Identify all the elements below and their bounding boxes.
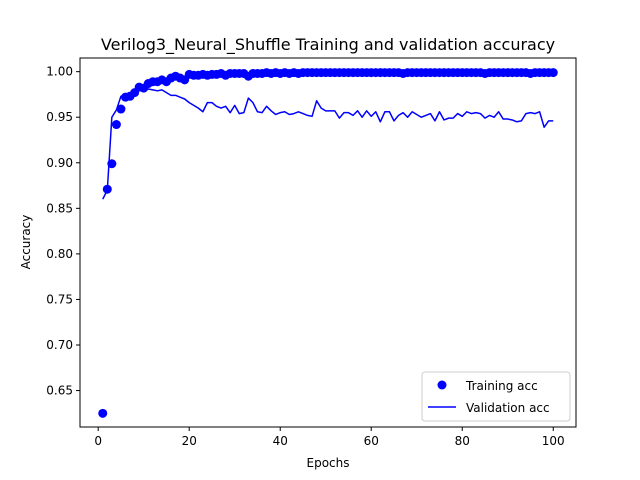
x-tick-label: 20 bbox=[182, 434, 197, 448]
y-tick-label: 0.95 bbox=[46, 110, 73, 124]
y-tick-label: 1.00 bbox=[46, 65, 73, 79]
legend-label-training: Training acc bbox=[465, 379, 538, 393]
training-acc-point bbox=[98, 408, 108, 418]
y-tick-label: 0.90 bbox=[46, 156, 73, 170]
x-tick-label: 80 bbox=[455, 434, 470, 448]
series-layer bbox=[98, 68, 558, 418]
y-tick-label: 0.65 bbox=[46, 384, 73, 398]
x-tick-label: 60 bbox=[364, 434, 379, 448]
training-acc-point bbox=[107, 159, 117, 169]
x-axis-label: Epochs bbox=[307, 456, 350, 470]
y-tick-label: 0.85 bbox=[46, 201, 73, 215]
y-tick-label: 0.80 bbox=[46, 247, 73, 261]
legend-box bbox=[421, 371, 571, 422]
plot-frame bbox=[79, 57, 577, 428]
validation-acc-line bbox=[102, 88, 554, 200]
training-acc-point bbox=[548, 68, 558, 78]
chart-title: Verilog3_Neural_Shuffle Training and val… bbox=[101, 35, 555, 55]
training-acc-point bbox=[111, 120, 121, 130]
y-axis-label: Accuracy bbox=[19, 215, 33, 270]
x-tick-label: 100 bbox=[542, 434, 565, 448]
legend: Training acc Validation acc bbox=[421, 371, 571, 422]
x-tick-label: 0 bbox=[94, 434, 102, 448]
legend-marker-training bbox=[437, 380, 447, 390]
x-tick-label: 40 bbox=[273, 434, 288, 448]
y-tick-label: 0.70 bbox=[46, 338, 73, 352]
training-acc-point bbox=[116, 104, 126, 114]
y-tick-label: 0.75 bbox=[46, 292, 73, 306]
y-axis: 0.65 0.70 0.75 0.80 0.85 0.90 0.95 1.00 bbox=[46, 65, 80, 398]
training-acc-point bbox=[102, 184, 112, 194]
legend-label-validation: Validation acc bbox=[466, 401, 550, 415]
x-axis: 0 20 40 60 80 100 bbox=[94, 427, 565, 448]
